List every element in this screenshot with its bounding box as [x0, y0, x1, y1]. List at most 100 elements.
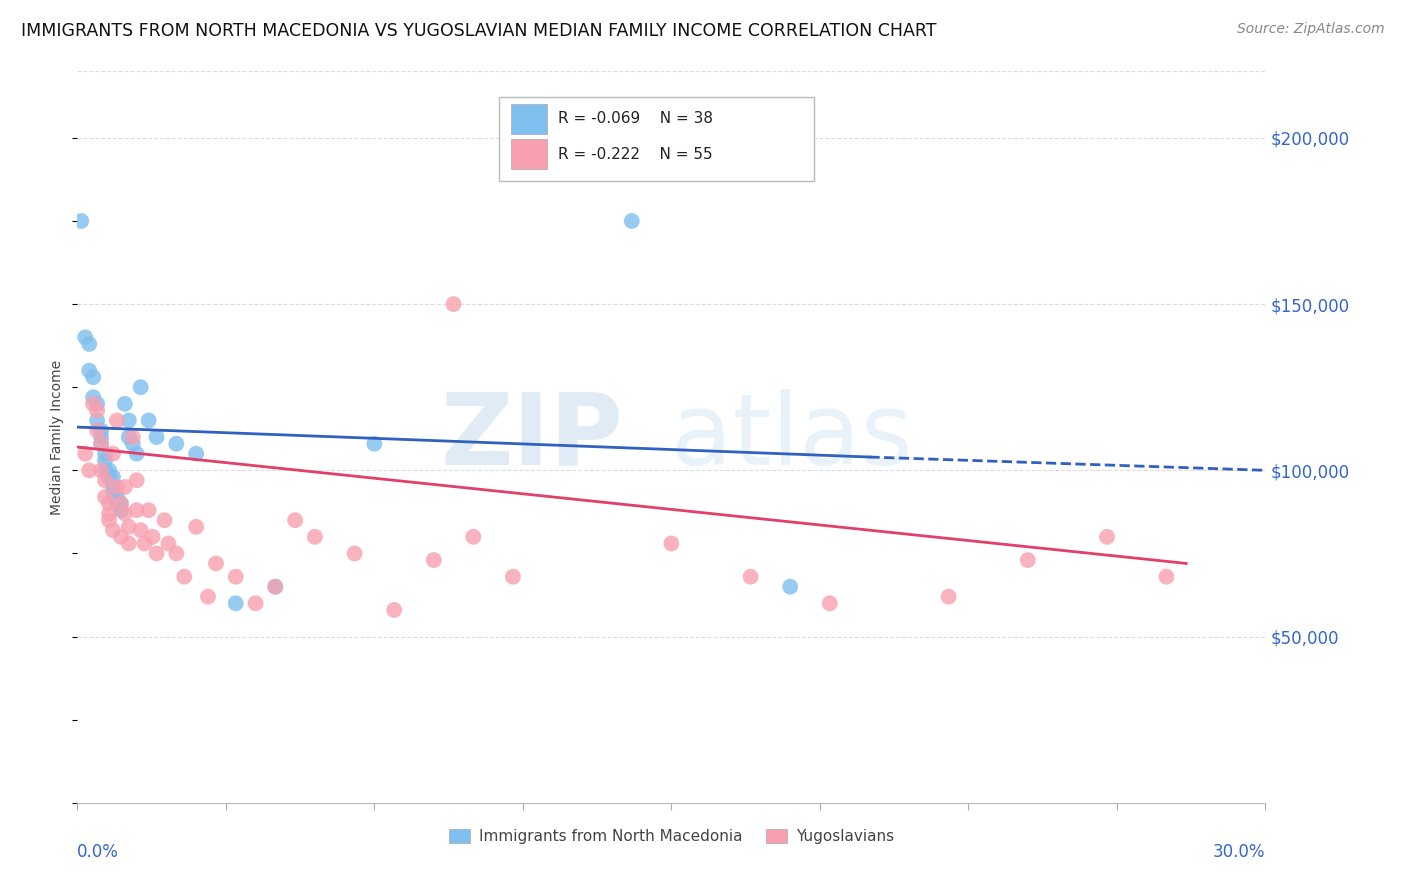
Point — [94, 490, 117, 504]
Point — [98, 470, 121, 484]
Point — [1017, 553, 1039, 567]
Point — [105, 497, 128, 511]
Point — [620, 214, 643, 228]
Point — [118, 413, 141, 427]
Point — [779, 580, 801, 594]
Point — [90, 430, 112, 444]
Point — [245, 596, 267, 610]
Point — [661, 536, 683, 550]
Point — [94, 453, 117, 467]
Point — [343, 546, 366, 560]
Text: ZIP: ZIP — [441, 389, 624, 485]
Point — [98, 507, 121, 521]
Text: 30.0%: 30.0% — [1213, 843, 1265, 861]
Point — [284, 513, 307, 527]
Point — [134, 536, 156, 550]
Point — [77, 463, 100, 477]
Point — [129, 523, 152, 537]
Point — [82, 397, 104, 411]
Point — [77, 337, 100, 351]
Point — [153, 513, 176, 527]
Point — [225, 596, 247, 610]
Point — [125, 447, 148, 461]
Point — [304, 530, 326, 544]
Point — [86, 413, 108, 427]
Point — [90, 436, 112, 450]
Point — [101, 447, 124, 461]
Point — [101, 523, 124, 537]
Point — [186, 520, 208, 534]
Point — [98, 463, 121, 477]
Point — [165, 546, 187, 560]
Point — [82, 370, 104, 384]
Point — [114, 507, 136, 521]
Point — [90, 424, 112, 438]
Point — [98, 497, 121, 511]
Text: atlas: atlas — [672, 389, 912, 485]
Point — [75, 330, 97, 344]
Point — [110, 503, 132, 517]
Point — [110, 497, 132, 511]
Point — [463, 530, 485, 544]
Point — [121, 430, 143, 444]
Point — [90, 436, 112, 450]
FancyBboxPatch shape — [510, 139, 547, 169]
Point — [264, 580, 287, 594]
Point — [118, 536, 141, 550]
Point — [740, 570, 762, 584]
Point — [118, 520, 141, 534]
Point — [94, 447, 117, 461]
Text: R = -0.222    N = 55: R = -0.222 N = 55 — [558, 146, 713, 161]
Point — [98, 513, 121, 527]
Point — [121, 436, 143, 450]
Point — [443, 297, 465, 311]
Point — [502, 570, 524, 584]
Point — [382, 603, 405, 617]
Point — [86, 397, 108, 411]
Point — [105, 490, 128, 504]
Point — [205, 557, 228, 571]
Point — [110, 530, 132, 544]
Point — [363, 436, 385, 450]
Point — [138, 413, 160, 427]
Point — [114, 397, 136, 411]
Point — [86, 424, 108, 438]
Point — [110, 497, 132, 511]
Point — [86, 403, 108, 417]
Point — [90, 463, 112, 477]
Point — [165, 436, 187, 450]
Point — [186, 447, 208, 461]
Point — [118, 430, 141, 444]
Legend: Immigrants from North Macedonia, Yugoslavians: Immigrants from North Macedonia, Yugosla… — [443, 822, 900, 850]
Text: IMMIGRANTS FROM NORTH MACEDONIA VS YUGOSLAVIAN MEDIAN FAMILY INCOME CORRELATION : IMMIGRANTS FROM NORTH MACEDONIA VS YUGOS… — [21, 22, 936, 40]
Point — [1095, 530, 1118, 544]
Point — [105, 480, 128, 494]
Point — [145, 546, 167, 560]
Point — [94, 463, 117, 477]
Point — [125, 503, 148, 517]
Point — [138, 503, 160, 517]
Text: R = -0.069    N = 38: R = -0.069 N = 38 — [558, 112, 713, 127]
Point — [173, 570, 195, 584]
Point — [125, 473, 148, 487]
Text: 0.0%: 0.0% — [77, 843, 120, 861]
Point — [101, 470, 124, 484]
FancyBboxPatch shape — [510, 104, 547, 134]
Point — [101, 486, 124, 500]
Y-axis label: Median Family Income: Median Family Income — [51, 359, 65, 515]
Point — [264, 580, 287, 594]
Point — [157, 536, 180, 550]
Point — [818, 596, 841, 610]
Point — [77, 363, 100, 377]
Point — [1156, 570, 1178, 584]
Point — [82, 390, 104, 404]
Point — [114, 480, 136, 494]
Point — [129, 380, 152, 394]
Point — [197, 590, 219, 604]
Point — [75, 447, 97, 461]
Point — [423, 553, 446, 567]
FancyBboxPatch shape — [499, 97, 814, 181]
Point — [938, 590, 960, 604]
Text: Source: ZipAtlas.com: Source: ZipAtlas.com — [1237, 22, 1385, 37]
Point — [94, 473, 117, 487]
